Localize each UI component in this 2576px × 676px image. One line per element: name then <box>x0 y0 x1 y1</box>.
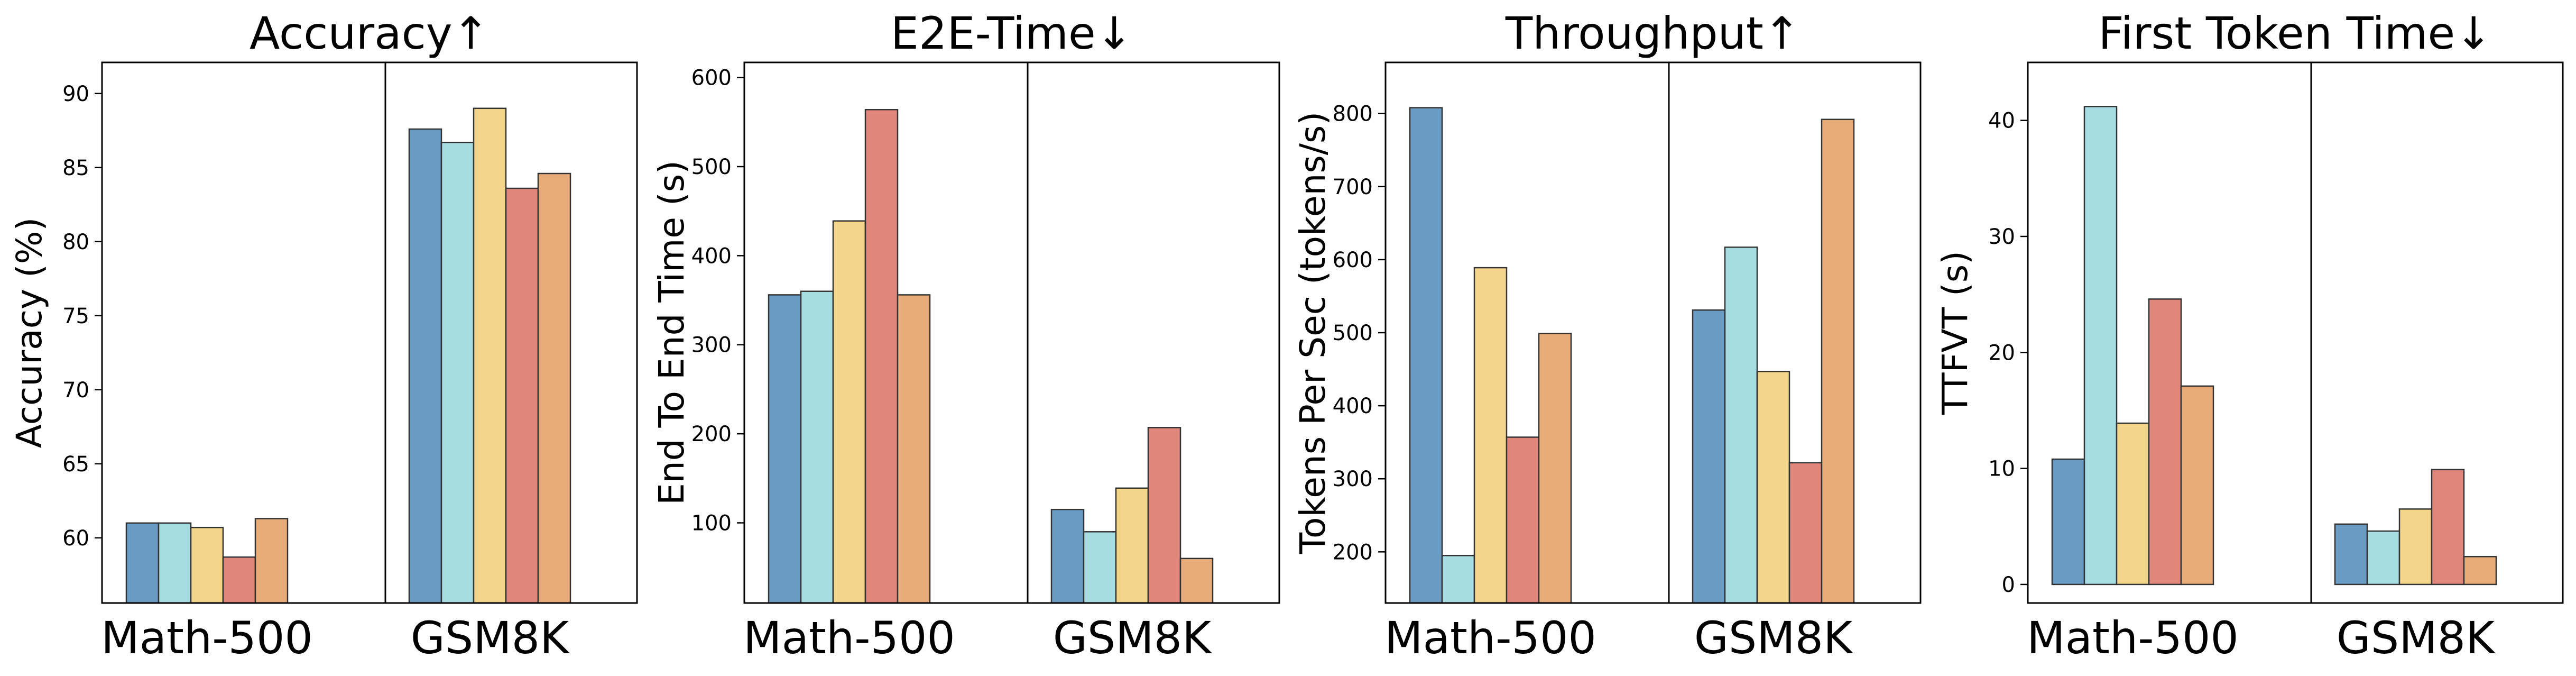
bar <box>768 294 802 604</box>
bar <box>1147 427 1181 604</box>
y-tick-label: 75 <box>62 304 89 328</box>
bar <box>1050 508 1085 604</box>
y-tick-label: 65 <box>62 452 89 477</box>
y-axis-label: Tokens Per Sec (tokens/s) <box>1292 112 1333 554</box>
bar <box>832 220 866 604</box>
bar <box>2431 469 2465 586</box>
bar <box>897 294 931 604</box>
panel-first-token-time: First Token Time↓ TTFVT (s) 0 10 20 30 40 Mat… <box>1935 7 2564 664</box>
bar <box>2366 530 2400 586</box>
bar <box>800 290 834 604</box>
bar <box>1115 487 1149 604</box>
y-tick-label: 80 <box>62 230 89 254</box>
bar <box>505 187 539 604</box>
y-tick-label: 10 <box>1988 457 2015 481</box>
bar <box>1179 558 1214 604</box>
chart-title: Throughput↑ <box>1505 7 1801 59</box>
bar <box>1724 246 1758 604</box>
y-tick-label: 20 <box>1988 341 2015 365</box>
bar <box>2398 508 2433 586</box>
bar <box>440 141 475 604</box>
plot-frame <box>743 61 1280 604</box>
bar <box>158 522 192 604</box>
y-tick-label: 500 <box>1333 321 1373 345</box>
y-tick-label: 30 <box>1988 225 2015 249</box>
bar <box>2116 422 2150 586</box>
y-tick-label: 700 <box>1333 175 1373 199</box>
y-tick-label: 70 <box>62 378 89 403</box>
bar <box>1473 267 1508 604</box>
panel-throughput: Throughput↑ Tokens Per Sec (tokens/s) 20… <box>1292 7 1922 664</box>
bar <box>1756 370 1790 604</box>
bar <box>1506 436 1540 604</box>
y-tick-label: 60 <box>62 526 89 551</box>
bar <box>1692 309 1726 604</box>
chart-title: Accuracy↑ <box>250 7 490 59</box>
y-tick-label: 800 <box>1333 102 1373 126</box>
y-tick-label: 0 <box>2002 573 2015 597</box>
y-axis-label: End To End Time (s) <box>651 160 692 505</box>
plot-frame <box>2027 61 2564 604</box>
bar <box>2083 106 2118 586</box>
bar <box>1409 107 1443 604</box>
y-tick-label: 300 <box>1333 467 1373 491</box>
bar <box>2463 556 2497 586</box>
x-tick-label: Math-500 <box>743 612 955 664</box>
bar <box>2180 385 2214 586</box>
y-tick-label: 600 <box>691 66 732 90</box>
x-tick-label: GSM8K <box>1053 612 1212 664</box>
bar <box>222 556 256 604</box>
y-tick-label: 500 <box>691 155 732 179</box>
x-tick-label: Math-500 <box>101 612 313 664</box>
y-tick-label: 200 <box>691 422 732 446</box>
bar <box>125 522 160 604</box>
y-tick-label: 90 <box>62 82 89 106</box>
panel-accuracy: Accuracy↑ Accuracy (%) 60 65 70 75 80 85 90 Mat… <box>9 7 638 664</box>
bar <box>1788 462 1823 604</box>
y-tick-label: 200 <box>1333 540 1373 564</box>
bar <box>2051 458 2085 586</box>
bar <box>2334 523 2368 586</box>
y-axis-label: Accuracy (%) <box>9 217 50 449</box>
x-tick-label: GSM8K <box>1694 612 1853 664</box>
y-axis-label: TTFVT (s) <box>1935 251 1975 415</box>
x-tick-label: Math-500 <box>1384 612 1596 664</box>
bar <box>1441 554 1475 604</box>
chart-title: E2E-Time↓ <box>891 7 1133 59</box>
bar <box>537 172 571 604</box>
bar <box>473 107 507 604</box>
y-tick-label: 400 <box>1333 394 1373 418</box>
x-tick-label: GSM8K <box>2337 612 2496 664</box>
y-tick-label: 100 <box>691 511 732 535</box>
bar <box>1821 118 1855 604</box>
chart-title: First Token Time↓ <box>2098 7 2492 59</box>
y-tick-label: 400 <box>691 244 732 268</box>
bar <box>864 108 899 604</box>
y-tick-label: 600 <box>1333 248 1373 272</box>
bar <box>1083 531 1117 604</box>
bar <box>190 526 224 604</box>
bar <box>254 518 289 604</box>
y-tick-label: 300 <box>691 333 732 358</box>
plot-frame <box>101 61 638 604</box>
y-tick-label: 40 <box>1988 109 2015 133</box>
panel-e2e-time: E2E-Time↓ End To End Time (s) 100 200 300 4… <box>651 7 1280 664</box>
bar <box>2148 298 2182 586</box>
x-tick-label: Math-500 <box>2027 612 2239 664</box>
bar <box>1538 333 1572 604</box>
bar <box>408 128 442 604</box>
x-tick-label: GSM8K <box>411 612 570 664</box>
y-tick-label: 85 <box>62 156 89 180</box>
